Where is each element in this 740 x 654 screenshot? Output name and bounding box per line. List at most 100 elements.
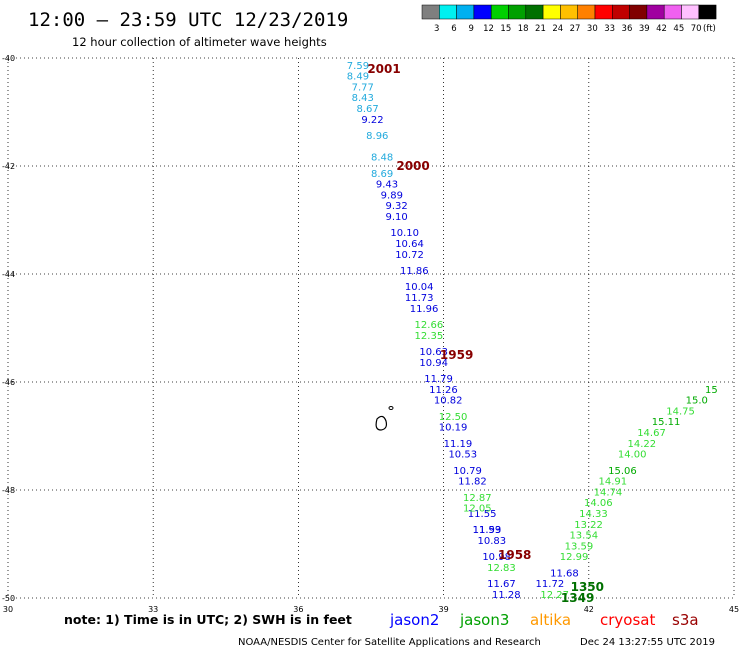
colorbar-swatch — [698, 4, 717, 20]
x-tick-label: 30 — [3, 605, 13, 614]
colorbar-label: 3 — [434, 24, 439, 34]
colorbar-label: 30 — [587, 24, 598, 34]
colorbar-swatch — [577, 4, 596, 20]
satellite-legend-altika: altika — [530, 611, 571, 629]
y-tick-label: -40 — [2, 54, 15, 63]
colorbar-label: 18 — [518, 24, 529, 34]
pass-time-label: 2001 — [367, 62, 400, 76]
jason2-swh-point: 9.22 — [361, 115, 383, 126]
jason2-swh-point: 11.67 — [487, 579, 516, 590]
pass-time-label: 1959 — [440, 348, 473, 362]
jason2-swh-point: 10.10 — [390, 228, 419, 239]
jason2-swh-point: 10.79 — [453, 466, 482, 477]
y-tick-label: -46 — [2, 378, 15, 387]
colorbar-swatch — [473, 4, 492, 20]
colorbar-label: 6 — [451, 24, 456, 34]
plot-frame — [8, 58, 734, 598]
colorbar-label: (ft) — [703, 24, 716, 34]
satellite-legend-cryosat: cryosat — [600, 611, 655, 629]
jason2-swh-point: 11.72 — [536, 579, 565, 590]
jason3-swh-point: 14.00 — [618, 450, 647, 461]
colorbar-label: 15 — [500, 24, 511, 34]
y-axis-ticks: -40 -42 -44 -46 -48 -50 — [2, 54, 15, 603]
satellite-legend-jason2: jason2 — [389, 611, 439, 629]
grid-lines — [7, 57, 735, 599]
pass-time-label: 1350 — [571, 580, 604, 594]
jason3-swh-point: 12.87 — [463, 493, 492, 504]
jason2-swh-point: 11.55 — [468, 509, 497, 520]
satellite-legend: jason2 jason3 altika cryosat s3a — [389, 611, 699, 629]
x-tick-label: 42 — [584, 605, 594, 614]
colorbar-swatch — [646, 4, 665, 20]
jason2-swh-point: 10.53 — [448, 450, 477, 461]
jason3-swh-point: 14.33 — [579, 509, 608, 520]
jason2-swh-point: 11.73 — [405, 293, 434, 304]
jason3-swh-point: 14.91 — [598, 477, 627, 488]
jason2-swh-point: 9.43 — [376, 180, 398, 191]
jason3-swh-point: 14.22 — [628, 439, 657, 450]
jason2-swh-point: 8.69 — [371, 169, 393, 180]
jason2-swh-point: 7.77 — [352, 82, 374, 93]
jason2-swh-point: 10.94 — [419, 358, 448, 369]
colorbar-label: 9 — [469, 24, 474, 34]
plot-area: 30 33 36 39 42 45 -40 -42 -44 -46 -48 -50 7.598.49… — [2, 54, 739, 614]
y-tick-label: -50 — [2, 594, 15, 603]
jason2-swh-point: 9.32 — [386, 201, 408, 212]
jason2-swh-point: 10.83 — [477, 536, 506, 547]
y-tick-label: -48 — [2, 486, 15, 495]
jason2-swh-point: 10.98 — [482, 552, 511, 563]
jason2-swh-point: 8.49 — [347, 72, 369, 83]
y-tick-label: -42 — [2, 162, 15, 171]
colorbar-swatch — [612, 4, 630, 20]
footer-credit: NOAA/NESDIS Center for Satellite Applica… — [238, 637, 541, 648]
pass-time-label: 1958 — [498, 548, 531, 562]
colorbar-swatch — [681, 4, 700, 20]
colorbar-swatch — [560, 4, 578, 20]
jason2-swh-point: 8.96 — [366, 131, 388, 142]
colorbar-swatch — [542, 4, 561, 20]
jason3-swh-point: 12.50 — [439, 412, 468, 423]
jason2-swh-point: 8.48 — [371, 153, 393, 164]
x-tick-label: 39 — [439, 605, 449, 614]
jason3-swh-point: 15 — [705, 385, 718, 396]
jason2-swh-point: 8.43 — [352, 93, 374, 104]
jason3-swh-point: 13.22 — [574, 520, 603, 531]
jason3-swh-point: 12.27 — [540, 590, 569, 601]
jason2-swh-point: 11.68 — [550, 568, 579, 579]
footer-note: note: 1) Time is in UTC; 2) SWH is in fe… — [64, 612, 352, 627]
jason3-swh-point: 12.99 — [560, 552, 589, 563]
jason3-swh-point: 13.59 — [565, 541, 594, 552]
chart-subtitle: 12 hour collection of altimeter wave hei… — [72, 35, 327, 49]
colorbar-swatch — [439, 4, 457, 20]
jason3-swh-point: 12.66 — [415, 320, 444, 331]
jason3-swh-point: 12.83 — [487, 563, 516, 574]
x-tick-label: 36 — [293, 605, 303, 614]
jason2-swh-point: 11.19 — [444, 439, 473, 450]
island-shape — [375, 415, 388, 431]
jason2-swh-point: 10.72 — [395, 250, 424, 261]
colorbar-label: 70 — [691, 24, 702, 34]
jason2-swh-point: 11.28 — [492, 590, 521, 601]
colorbar-label: 33 — [604, 24, 615, 34]
colorbar-label: 21 — [535, 24, 546, 34]
colorbar-swatch — [594, 4, 613, 20]
jason2-swh-point: 11.26 — [429, 385, 458, 396]
colorbar-swatch — [629, 4, 648, 20]
colorbar-swatch — [525, 4, 544, 20]
jason3-swh-point: 15.11 — [652, 417, 681, 428]
jason2-swh-point: 7.59 — [347, 61, 369, 72]
jason2-swh-point: 10.19 — [439, 423, 468, 434]
chart-title: 12:00 – 23:59 UTC 12/23/2019 — [28, 9, 348, 31]
colorbar-swatch — [421, 4, 440, 20]
satellite-legend-jason3: jason3 — [459, 611, 509, 629]
jason2-swh-point: 10.64 — [395, 239, 424, 250]
islet-shape — [388, 406, 394, 410]
jason3-swh-point: 14.06 — [584, 498, 613, 509]
jason2-swh-point: 10.04 — [405, 282, 434, 293]
x-tick-label: 45 — [729, 605, 739, 614]
colorbar-label: 24 — [552, 24, 563, 34]
footer-timestamp: Dec 24 13:27:55 UTC 2019 — [580, 637, 715, 648]
